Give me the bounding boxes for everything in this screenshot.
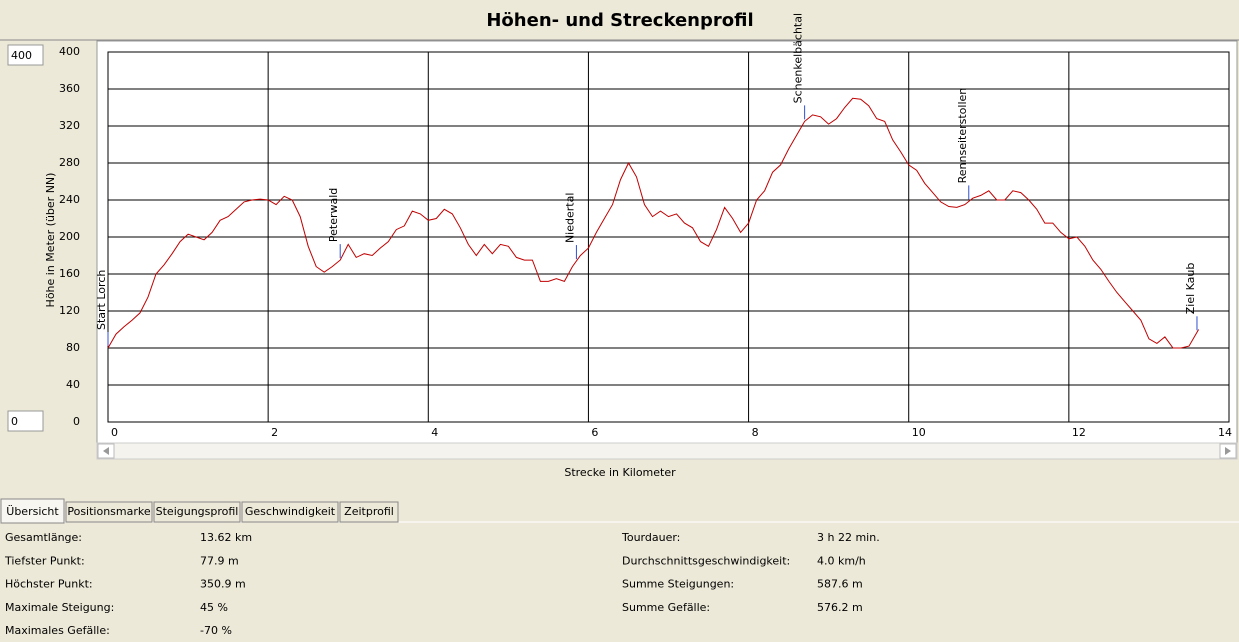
x-tick-label: 10 (912, 426, 926, 439)
waypoint-label: Schenkelbächtal (792, 13, 805, 103)
stat-label: Maximale Steigung: (5, 601, 114, 614)
x-tick-label: 2 (271, 426, 278, 439)
stat-value: 45 % (200, 601, 228, 614)
y-tick-label: 40 (66, 378, 80, 391)
y-tick-label: 400 (59, 45, 80, 58)
stat-value: -70 % (200, 624, 232, 637)
stat-value: 587.6 m (817, 578, 863, 591)
y-max-input[interactable] (7, 44, 44, 66)
y-tick-label: 240 (59, 193, 80, 206)
stat-label: Durchschnittsgeschwindigkeit: (622, 554, 790, 567)
tab[interactable] (0, 498, 65, 524)
tab[interactable] (153, 501, 241, 523)
tab-label: Zeitprofil (344, 505, 394, 518)
tab[interactable] (241, 501, 339, 523)
waypoint-label: Peterwald (327, 188, 340, 242)
tab-label: Steigungsprofil (156, 505, 239, 518)
stat-label: Maximales Gefälle: (5, 624, 110, 637)
tab-label: Geschwindigkeit (245, 505, 336, 518)
x-tick-label: 14 (1218, 426, 1232, 439)
stat-value: 576.2 m (817, 601, 863, 614)
y-min-input[interactable] (7, 410, 44, 432)
x-axis-label: Strecke in Kilometer (564, 466, 676, 479)
window-title: Höhen- und Streckenprofil (486, 10, 753, 31)
tab-label: Positionsmarke (67, 505, 151, 518)
stat-label: Summe Gefälle: (622, 601, 710, 614)
stat-label: Tiefster Punkt: (4, 554, 85, 567)
y-tick-label: 0 (73, 415, 80, 428)
y-tick-label: 200 (59, 230, 80, 243)
x-tick-label: 12 (1072, 426, 1086, 439)
y-tick-label: 160 (59, 267, 80, 280)
y-min-value: 0 (11, 415, 18, 428)
y-tick-label: 320 (59, 119, 80, 132)
y-tick-label: 360 (59, 82, 80, 95)
y-tick-label: 120 (59, 304, 80, 317)
x-tick-label: 8 (752, 426, 759, 439)
y-tick-label: 80 (66, 341, 80, 354)
waypoint-label: Niedertal (563, 193, 576, 243)
y-axis-label: Höhe in Meter (über NN) (44, 173, 57, 308)
waypoint-label: Start Lorch (95, 270, 108, 330)
stat-label: Tourdauer: (621, 531, 680, 544)
tab-label: Übersicht (6, 505, 59, 518)
stat-value: 4.0 km/h (817, 554, 866, 567)
stat-value: 350.9 m (200, 578, 246, 591)
stat-value: 3 h 22 min. (817, 531, 880, 544)
stat-value: 13.62 km (200, 531, 252, 544)
stat-label: Höchster Punkt: (5, 578, 93, 591)
arrow-right (1225, 447, 1231, 455)
y-tick-label: 280 (59, 156, 80, 169)
tab[interactable] (339, 501, 399, 523)
tab[interactable] (65, 501, 153, 523)
y-max-value: 400 (11, 49, 32, 62)
x-tick-label: 0 (111, 426, 118, 439)
scrollbar[interactable] (96, 442, 1238, 460)
waypoint-label: Rennseiterstollen (956, 88, 969, 184)
stat-label: Gesamtlänge: (5, 531, 82, 544)
elevation-line (107, 97, 1200, 349)
stat-label: Summe Steigungen: (622, 578, 734, 591)
x-tick-label: 6 (591, 426, 598, 439)
stat-value: 77.9 m (200, 554, 239, 567)
waypoint-label: Ziel Kaub (1184, 263, 1197, 315)
arrow-left (103, 447, 109, 455)
x-tick-label: 4 (431, 426, 438, 439)
